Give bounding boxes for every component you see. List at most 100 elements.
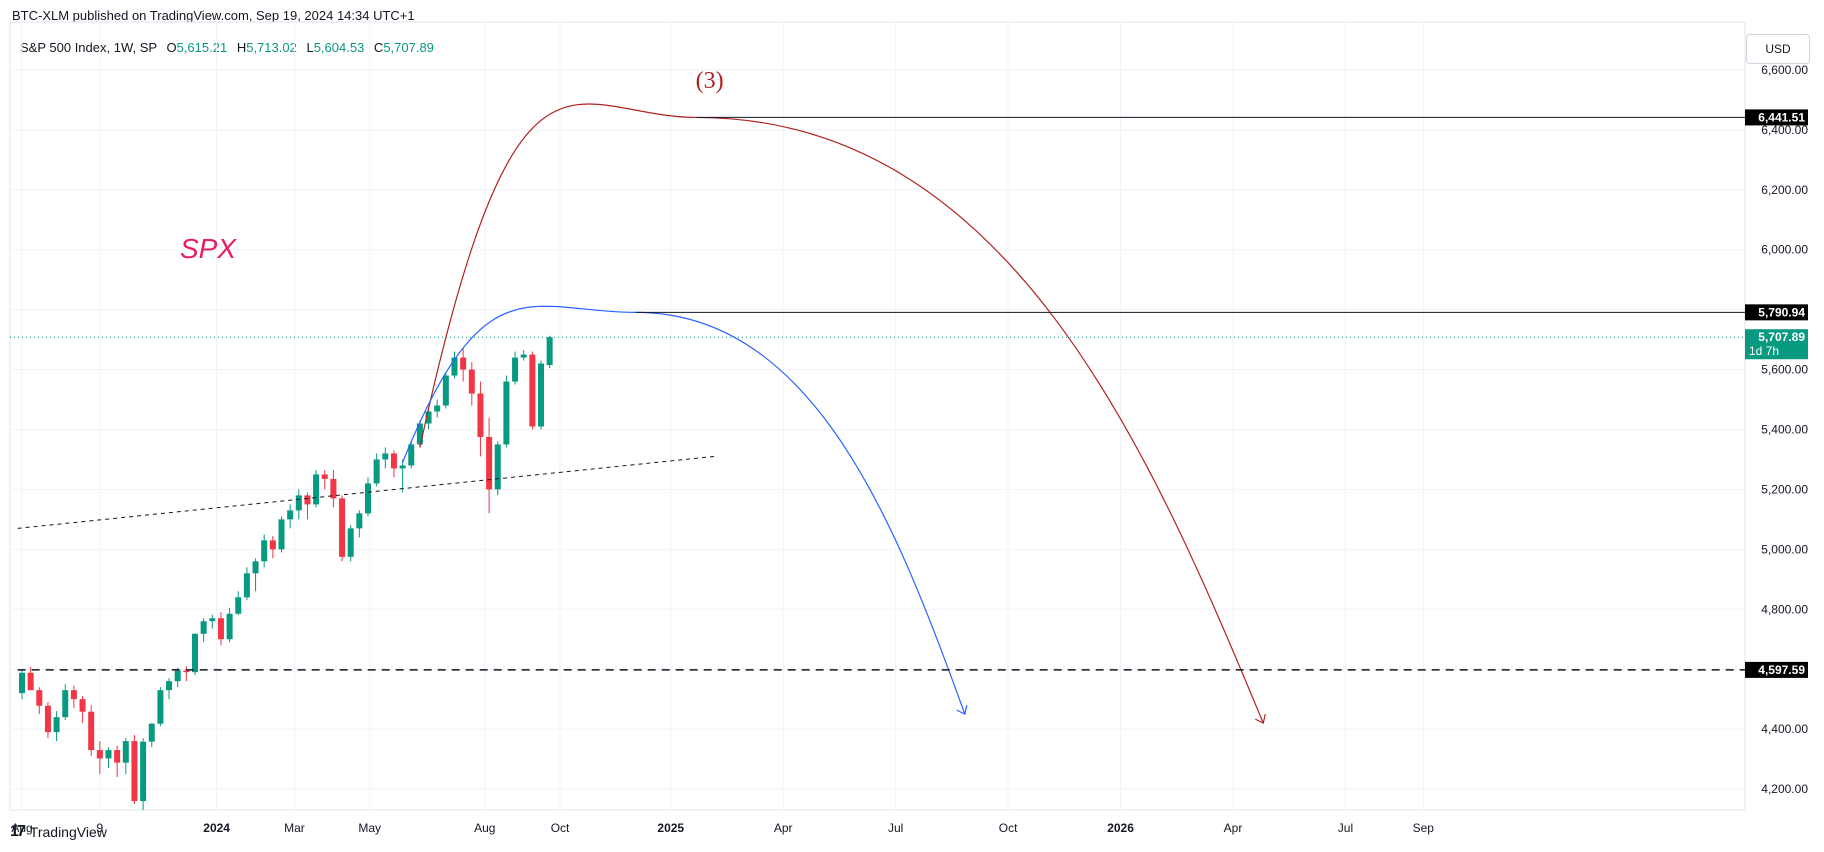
candle-body	[70, 690, 77, 700]
candle-body	[494, 444, 501, 490]
x-tick-label: Aug	[11, 821, 32, 835]
plot-frame	[9, 21, 1746, 811]
candle-body	[235, 597, 242, 614]
candle-body	[390, 453, 397, 469]
y-tick-label: 6,400.00	[1761, 123, 1808, 137]
candle-body	[304, 495, 311, 505]
candle-body	[200, 621, 207, 634]
low-label: L	[306, 40, 314, 55]
candle-body	[53, 717, 60, 733]
candle-body	[44, 705, 51, 733]
candle-body	[313, 474, 320, 505]
candle-body	[538, 363, 544, 427]
candle-body	[243, 573, 250, 598]
blue_arc-arrowhead	[956, 704, 968, 716]
candle-body	[546, 337, 553, 366]
candle-body	[192, 633, 198, 673]
candle-body	[382, 453, 389, 460]
candle-body	[434, 405, 441, 412]
candle-body	[88, 711, 95, 751]
open-label: O	[166, 40, 177, 55]
candle-body	[226, 613, 233, 640]
candle-body	[321, 474, 328, 479]
candle-body	[442, 375, 449, 406]
currency-button[interactable]: USD	[1746, 34, 1810, 64]
candle-body	[96, 750, 103, 759]
candle-body	[416, 423, 423, 445]
candle-body	[157, 690, 164, 724]
candle-body	[278, 519, 285, 550]
price-label: 6,441.51	[1758, 110, 1805, 124]
candle-body	[356, 513, 363, 529]
symbol-name: S&P 500 Index, 1W, SP	[20, 40, 157, 55]
candle-body	[347, 528, 354, 557]
candle-body	[27, 672, 34, 691]
price-label: 4,597.59	[1758, 663, 1805, 677]
x-tick-label: Jul	[1338, 821, 1353, 835]
candle-body	[79, 699, 86, 712]
y-tick-label: 5,200.00	[1761, 482, 1808, 496]
wave-label: (3)	[696, 68, 724, 94]
candle-body	[140, 741, 147, 802]
candle-body	[19, 672, 25, 694]
y-tick-label: 6,200.00	[1761, 183, 1808, 197]
candle-body	[287, 510, 294, 520]
candle-body	[261, 540, 268, 562]
x-tick-label: 9	[97, 821, 104, 835]
candle-body	[330, 478, 337, 499]
candle-body	[339, 498, 346, 557]
candle-body	[148, 723, 155, 742]
candle-body	[503, 381, 510, 445]
candle-body	[451, 357, 458, 376]
y-tick-label: 4,400.00	[1761, 722, 1808, 736]
y-tick-label: 4,800.00	[1761, 602, 1808, 616]
x-tick-label: Apr	[1224, 821, 1243, 835]
x-tick-label: Oct	[999, 821, 1018, 835]
x-tick-label: Oct	[551, 821, 570, 835]
price-label-bg	[1745, 661, 1808, 678]
candle-body	[425, 411, 432, 424]
close-label: C	[373, 40, 384, 55]
x-tick-label: 2024	[203, 821, 230, 835]
x-tick-label: Sep	[1413, 821, 1435, 835]
candle-body	[269, 540, 276, 550]
y-tick-label: 6,000.00	[1761, 243, 1808, 257]
candle-body	[460, 357, 467, 370]
symbol-legend: S&P 500 Index, 1W, SP O5,615.21 H5,713.0…	[20, 40, 434, 55]
y-tick-label: 4,200.00	[1761, 782, 1808, 796]
high-value: 5,713.02	[246, 40, 297, 55]
candle-body	[105, 750, 112, 759]
candle-body	[217, 618, 224, 640]
x-tick-label: 2026	[1107, 821, 1134, 835]
candle-body	[131, 741, 138, 802]
price-label-bg	[1745, 109, 1808, 126]
blue_arc	[402, 305, 966, 715]
x-tick-label: Aug	[474, 821, 495, 835]
y-tick-label: 6,600.00	[1761, 63, 1808, 77]
publish-info: BTC-XLM published on TradingView.com, Se…	[12, 8, 415, 23]
x-tick-label: Mar	[284, 821, 305, 835]
y-tick-label: 5,000.00	[1761, 542, 1808, 556]
y-tick-label: 5,600.00	[1761, 363, 1808, 377]
red_arc-arrowhead	[1255, 713, 1266, 724]
price-label-bg	[1745, 329, 1808, 360]
candle-body	[512, 357, 519, 382]
x-tick-label: 2025	[657, 821, 684, 835]
tradingview-logo[interactable]: 17 TradingView	[10, 823, 107, 841]
candle-body	[520, 354, 527, 358]
candle-body	[295, 495, 302, 511]
spx-label: SPX	[180, 233, 237, 264]
candle-body	[166, 681, 173, 691]
tradingview-mark-icon: 17	[10, 823, 26, 840]
candle-body	[122, 741, 129, 763]
candle-body	[62, 690, 69, 718]
candle-body	[529, 354, 536, 427]
high-label: H	[236, 40, 247, 55]
price-label-bg	[1745, 304, 1808, 321]
candle-body	[486, 436, 493, 490]
candle-body	[408, 444, 415, 466]
low-value: 5,604.53	[313, 40, 365, 55]
candle-body	[183, 670, 190, 673]
x-tick-label: Apr	[774, 821, 793, 835]
